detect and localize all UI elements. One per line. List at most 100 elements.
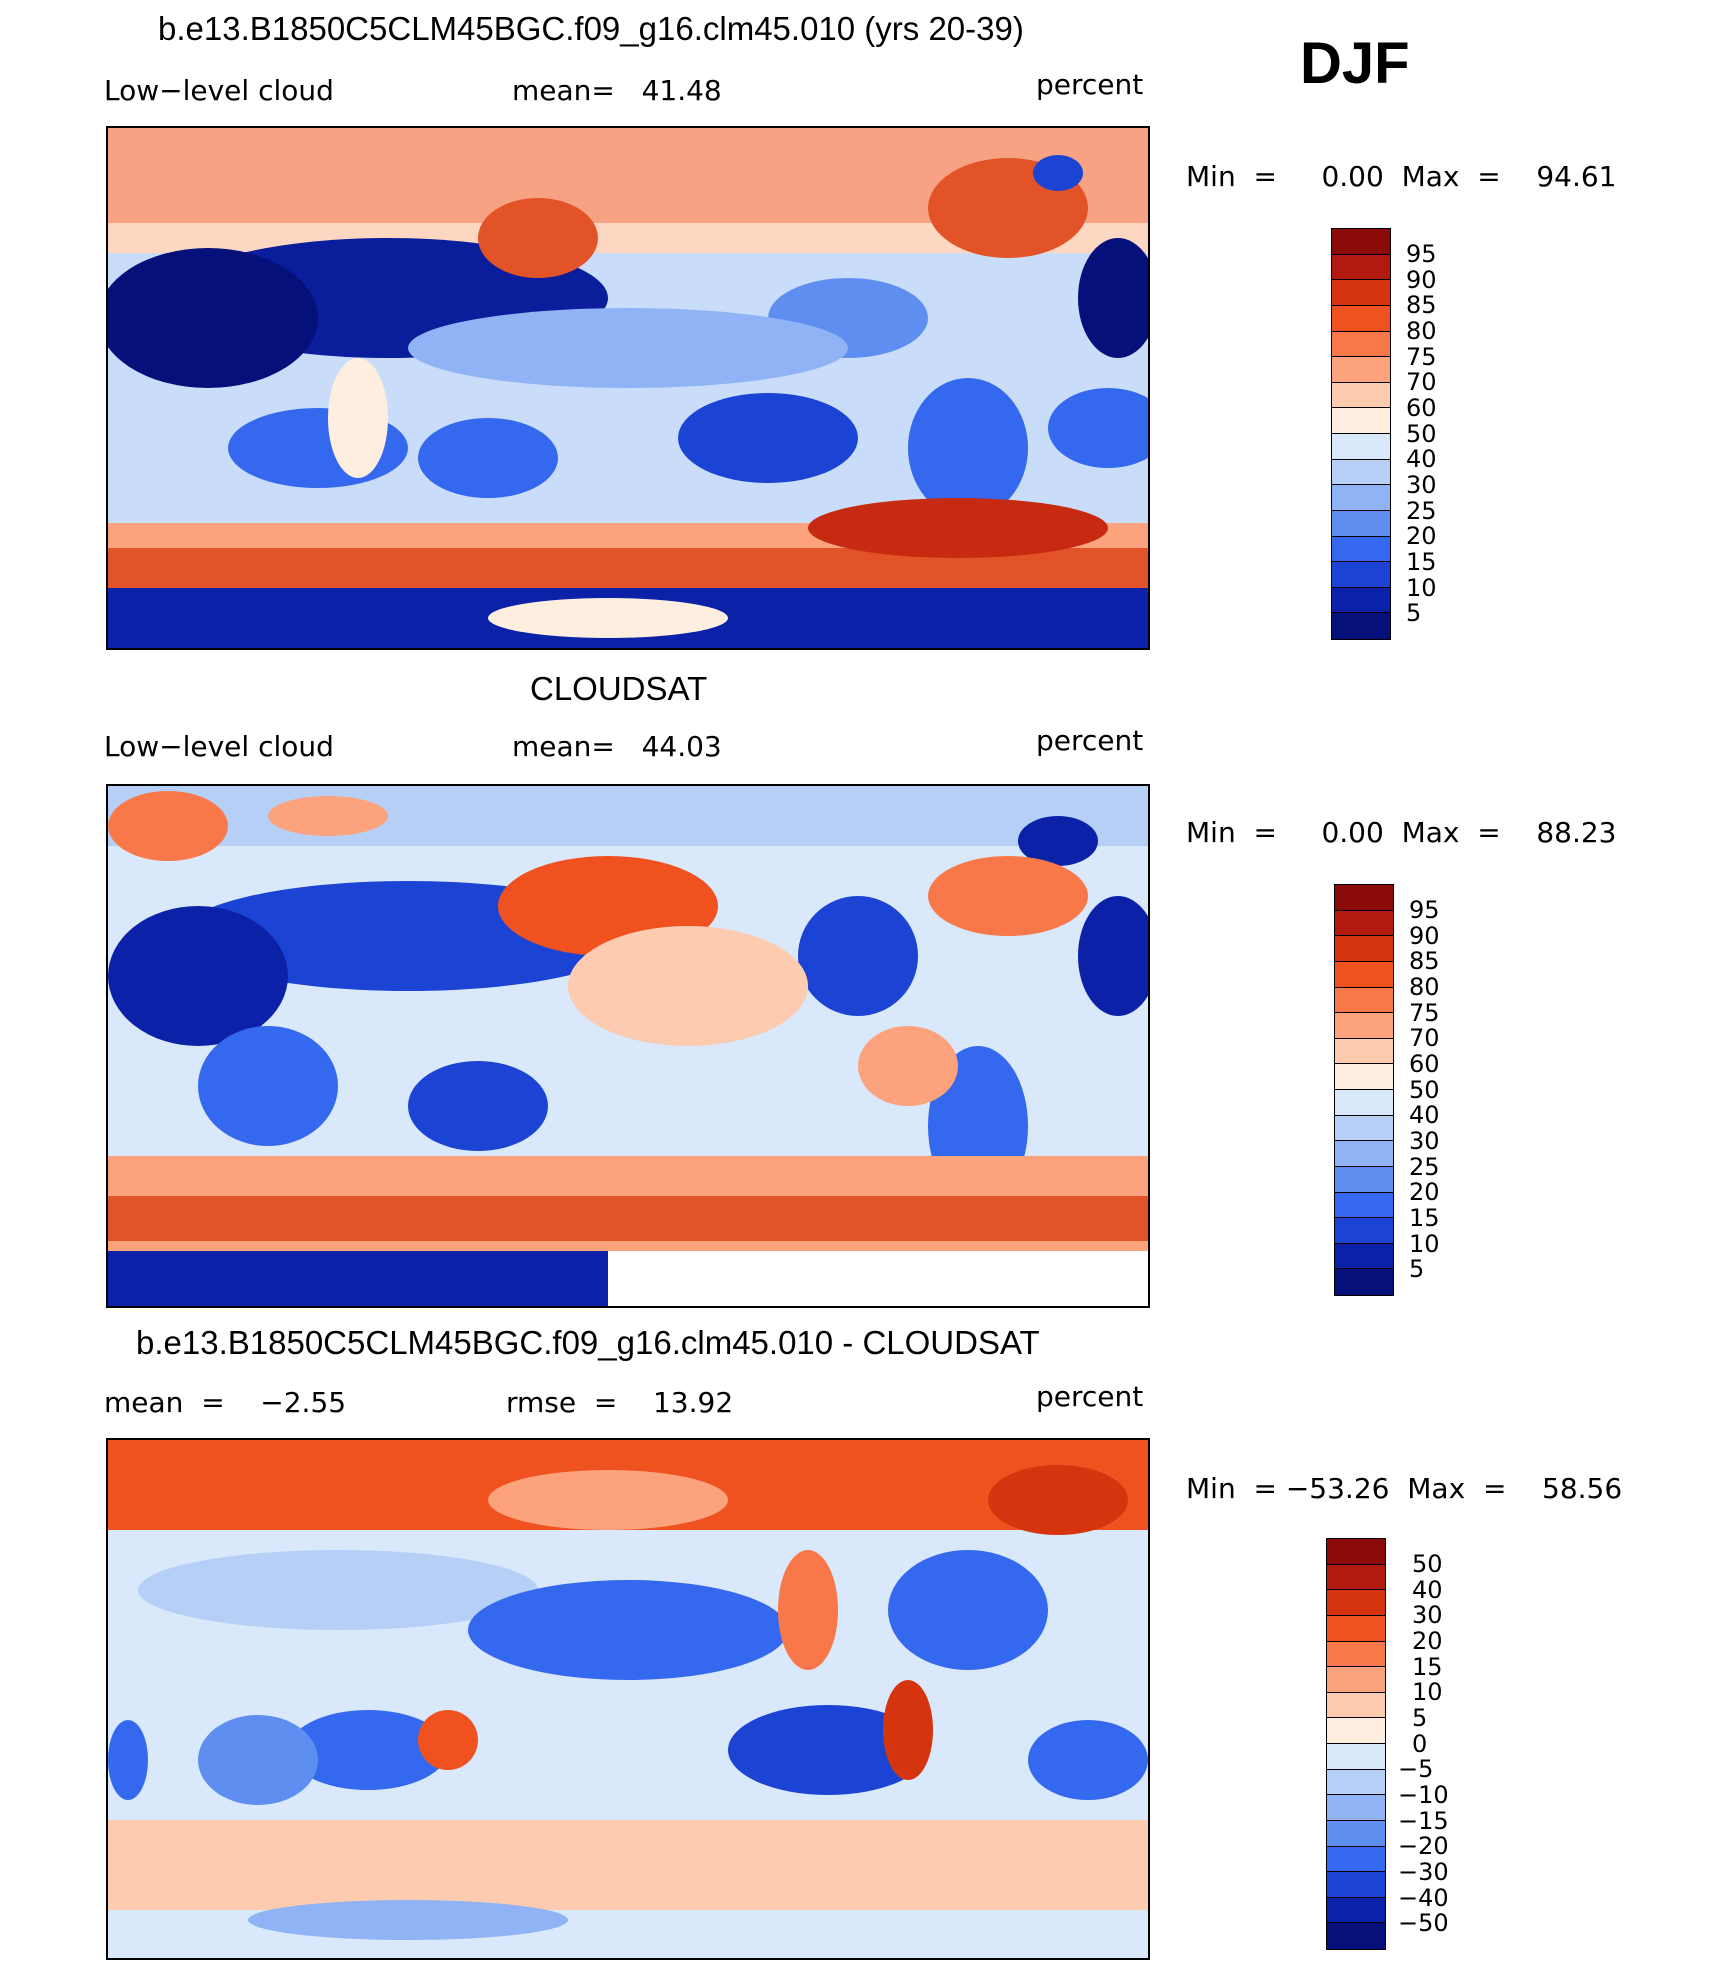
panel-2-title: CLOUDSAT [530,670,708,707]
panel-3-colorbar-seg [1327,1744,1385,1770]
panel-2-colorbar [1334,884,1394,1296]
panel-2-colorbar-seg [1335,936,1393,962]
panel-3-colorbar-seg [1327,1718,1385,1744]
panel-3-colorbar-tick: 40 [1412,1576,1443,1604]
panel-3-colorbar-seg [1327,1872,1385,1898]
panel-2-colorbar-tick: 20 [1409,1178,1440,1206]
panel-2-colorbar-tick: 10 [1409,1230,1440,1258]
panel-3-colorbar-tick: −15 [1398,1807,1449,1835]
panel-3-colorbar-seg [1327,1769,1385,1796]
panel-1-colorbar-seg [1332,434,1390,460]
panel-3-colorbar-tick: −50 [1398,1909,1449,1937]
panel-1-colorbar-seg [1332,510,1390,537]
panel-3-colorbar-seg [1327,1820,1385,1847]
panel-2-colorbar-tick: 40 [1409,1101,1440,1129]
panel-1-map [106,126,1150,650]
panel-2-colorbar-seg [1335,987,1393,1014]
panel-2-colorbar-tick: 50 [1409,1076,1440,1104]
panel-3-colorbar-tick: −10 [1398,1781,1449,1809]
panel-3-minmax-label: Min = −53.26 Max = 58.56 [1186,1472,1623,1505]
panel-1-map-field [108,128,1148,648]
panel-2-colorbar-tick: 80 [1409,973,1440,1001]
panel-3-colorbar-seg [1327,1564,1385,1591]
panel-1-colorbar-tick: 70 [1406,368,1437,396]
panel-2-colorbar-seg [1335,1192,1393,1219]
panel-2-colorbar-seg [1335,1013,1393,1039]
panel-3-units-label: percent [1036,1380,1144,1413]
panel-3-colorbar-tick: 30 [1412,1601,1443,1629]
panel-1-mean-label: mean= 41.48 [512,74,722,107]
panel-3-rmse-label: rmse = 13.92 [506,1386,734,1419]
panel-2-colorbar-seg [1335,1141,1393,1167]
panel-1-colorbar-seg [1332,613,1390,639]
panel-1-colorbar-seg [1332,254,1390,281]
panel-2-colorbar-tick: 15 [1409,1204,1440,1232]
panel-3-colorbar-seg [1327,1897,1385,1924]
panel-1-colorbar-tick: 60 [1406,394,1437,422]
panel-1-colorbar-seg [1332,587,1390,614]
panel-3-colorbar-tick: −20 [1398,1832,1449,1860]
panel-1-colorbar-seg [1332,280,1390,306]
panel-2-colorbar-seg [1335,1038,1393,1065]
panel-2-colorbar-seg [1335,1090,1393,1116]
panel-1-title: b.e13.B1850C5CLM45BGC.f09_g16.clm45.010 … [158,10,1024,47]
panel-2-colorbar-tick: 30 [1409,1127,1440,1155]
panel-1-colorbar-tick: 20 [1406,522,1437,550]
panel-3-colorbar-tick: 50 [1412,1550,1443,1578]
panel-3-colorbar-seg [1327,1923,1385,1949]
panel-3-colorbar-tick: 10 [1412,1678,1443,1706]
panel-2-map-field [108,786,1148,1306]
panel-1-colorbar-seg [1332,305,1390,332]
panel-2-colorbar-tick: 90 [1409,922,1440,950]
panel-2-units-label: percent [1036,724,1144,757]
panel-2-colorbar-seg [1335,1218,1393,1244]
panel-1-minmax-label: Min = 0.00 Max = 94.61 [1186,160,1617,193]
panel-2-colorbar-seg [1335,1269,1393,1295]
panel-2-variable-label: Low−level cloud [104,730,334,763]
panel-3-colorbar-seg [1327,1641,1385,1668]
panel-3-colorbar-seg [1327,1615,1385,1642]
panel-3-colorbar-tick: 5 [1412,1704,1428,1732]
panel-3-map [106,1438,1150,1960]
panel-1-colorbar-tick: 25 [1406,497,1437,525]
panel-2-colorbar-seg [1335,910,1393,937]
panel-1-colorbar-seg [1332,562,1390,588]
panel-1-units-label: percent [1036,68,1144,101]
panel-3-colorbar [1326,1538,1386,1950]
panel-3-colorbar-tick: −40 [1398,1884,1449,1912]
panel-2-colorbar-tick: 25 [1409,1153,1440,1181]
panel-3-colorbar-seg [1327,1795,1385,1821]
panel-1-colorbar-tick: 95 [1406,240,1437,268]
panel-1-colorbar-tick: 50 [1406,420,1437,448]
panel-1-colorbar-tick: 40 [1406,445,1437,473]
panel-2-mean-label: mean= 44.03 [512,730,722,763]
panel-2-colorbar-seg [1335,1064,1393,1090]
panel-3-title: b.e13.B1850C5CLM45BGC.f09_g16.clm45.010 … [136,1324,1040,1361]
panel-1-colorbar-seg [1332,382,1390,409]
panel-3-map-field [108,1440,1148,1958]
panel-1-colorbar-seg [1332,408,1390,434]
panel-2-minmax-label: Min = 0.00 Max = 88.23 [1186,816,1617,849]
panel-2-colorbar-tick: 60 [1409,1050,1440,1078]
panel-1-colorbar-seg [1332,357,1390,383]
panel-1-colorbar-seg [1332,331,1390,358]
panel-3-colorbar-seg [1327,1846,1385,1873]
panel-2-colorbar-seg [1335,1243,1393,1270]
panel-2-colorbar-tick: 5 [1409,1255,1425,1283]
panel-1-colorbar-tick: 80 [1406,317,1437,345]
panel-3-colorbar-tick: 15 [1412,1653,1443,1681]
panel-3-colorbar-tick: −30 [1398,1858,1449,1886]
panel-2-colorbar-seg [1335,961,1393,988]
panel-1-colorbar-tick: 5 [1406,599,1422,627]
panel-1-colorbar-tick: 90 [1406,266,1437,294]
panel-2-colorbar-tick: 70 [1409,1024,1440,1052]
panel-1-colorbar-tick: 75 [1406,343,1437,371]
panel-1-colorbar [1331,228,1391,640]
panel-2-colorbar-seg [1335,1166,1393,1193]
panel-1-colorbar-tick: 10 [1406,574,1437,602]
panel-1-colorbar-seg [1332,459,1390,486]
panel-1-colorbar-seg [1332,485,1390,511]
panel-3-mean-label: mean = −2.55 [104,1386,347,1419]
panel-3-colorbar-tick: −5 [1398,1755,1434,1783]
panel-3-colorbar-seg [1327,1590,1385,1616]
